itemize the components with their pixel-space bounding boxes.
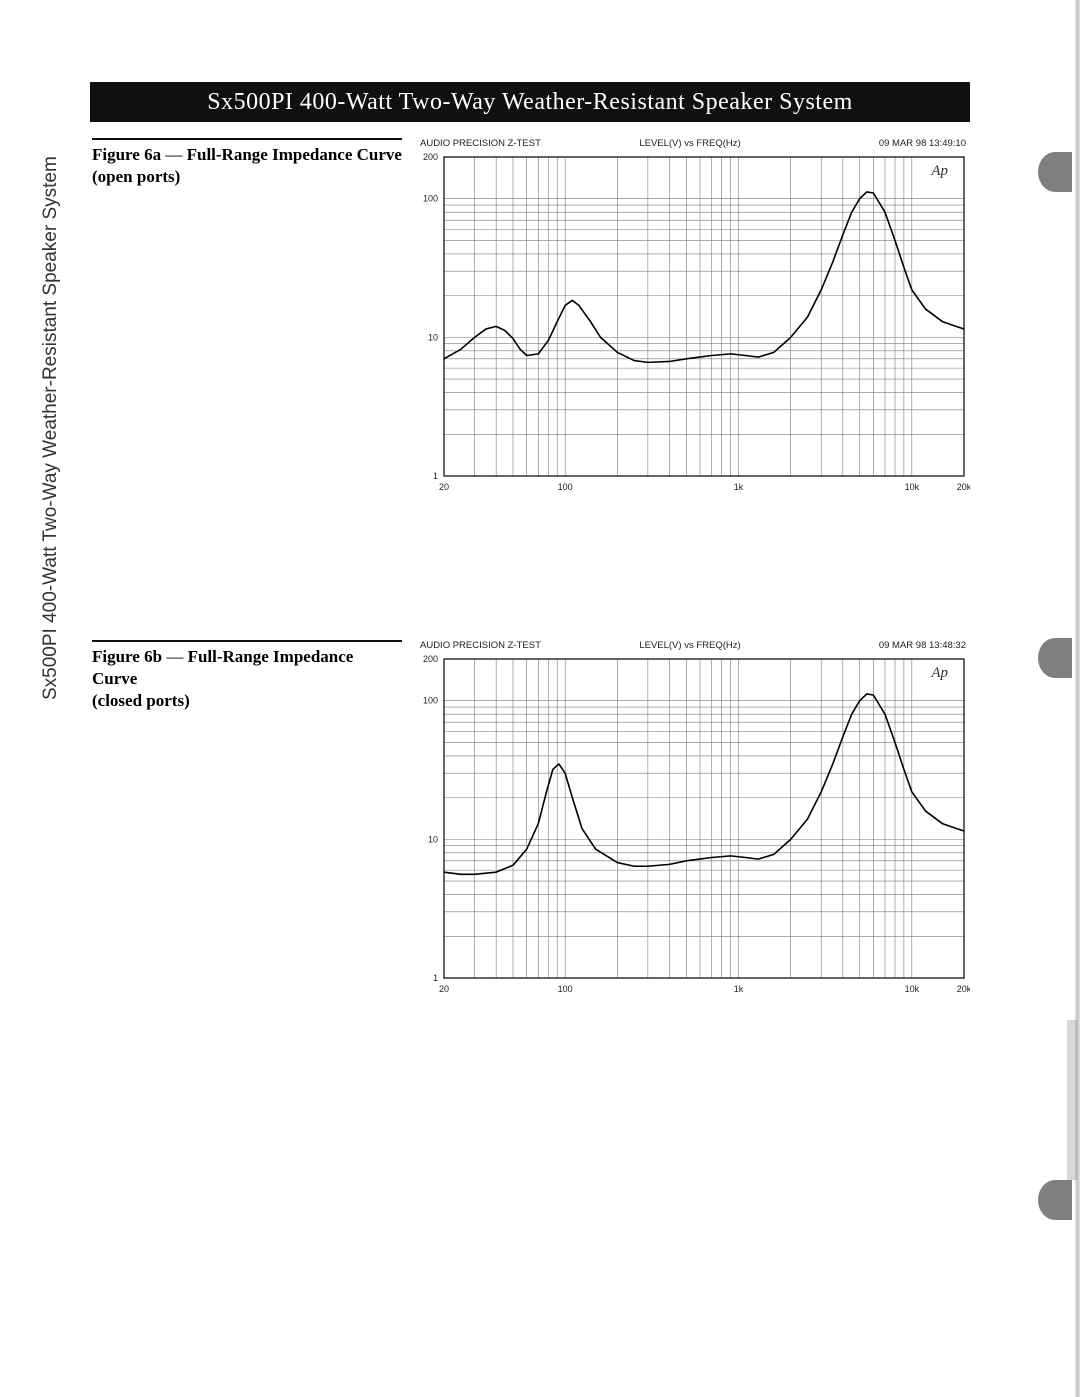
punch-hole-icon — [1038, 638, 1072, 678]
svg-text:20: 20 — [439, 984, 449, 994]
chart-6a-svg: Ap 20 100 1k 10k 20k 1 10 100 200 — [410, 151, 970, 496]
figure-6a-subtitle: (open ports) — [92, 167, 180, 186]
chart-6a-header: AUDIO PRECISION Z-TEST LEVEL(V) vs FREQ(… — [410, 138, 970, 149]
svg-text:20k: 20k — [957, 482, 970, 492]
svg-text:20: 20 — [439, 482, 449, 492]
chart-6b-header: AUDIO PRECISION Z-TEST LEVEL(V) vs FREQ(… — [410, 640, 970, 651]
punch-hole-icon — [1038, 152, 1072, 192]
figure-6b-caption-block: Figure 6b — Full-Range Impedance Curve (… — [92, 640, 402, 712]
chart-6b: AUDIO PRECISION Z-TEST LEVEL(V) vs FREQ(… — [410, 640, 970, 998]
scan-noise — [1067, 1020, 1077, 1180]
svg-text:100: 100 — [423, 696, 438, 706]
page-title-band: Sx500PI 400-Watt Two-Way Weather-Resista… — [90, 82, 970, 122]
svg-text:1k: 1k — [734, 984, 744, 994]
chart-6b-header-mid: LEVEL(V) vs FREQ(Hz) — [639, 640, 740, 651]
svg-text:10: 10 — [428, 332, 438, 342]
svg-text:Ap: Ap — [930, 163, 948, 179]
svg-text:10k: 10k — [905, 984, 920, 994]
figure-6b-dash: — — [162, 647, 188, 666]
scan-edge — [1074, 0, 1080, 1397]
figure-6a-dash: — — [161, 145, 187, 164]
chart-6a-timestamp: 09 MAR 98 13:49:10 — [879, 138, 966, 149]
svg-text:10k: 10k — [905, 482, 920, 492]
page-title: Sx500PI 400-Watt Two-Way Weather-Resista… — [207, 89, 853, 115]
figure-6a-label: Figure 6a — [92, 145, 161, 164]
punch-hole-icon — [1038, 1180, 1072, 1220]
side-running-title: Sx500PI 400-Watt Two-Way Weather-Resista… — [40, 156, 62, 700]
figure-6a-title: Full-Range Impedance Curve — [187, 145, 402, 164]
chart-6a-header-mid: LEVEL(V) vs FREQ(Hz) — [639, 138, 740, 149]
chart-6a: AUDIO PRECISION Z-TEST LEVEL(V) vs FREQ(… — [410, 138, 970, 496]
svg-text:100: 100 — [558, 984, 573, 994]
svg-text:1k: 1k — [734, 482, 744, 492]
chart-6b-timestamp: 09 MAR 98 13:48:32 — [879, 640, 966, 651]
svg-text:20k: 20k — [957, 984, 970, 994]
svg-text:1: 1 — [433, 471, 438, 481]
svg-text:100: 100 — [558, 482, 573, 492]
figure-6a-caption: Figure 6a — Full-Range Impedance Curve (… — [92, 138, 402, 188]
svg-text:200: 200 — [423, 152, 438, 162]
chart-6b-svg: Ap 20 100 1k 10k 20k 1 10 100 200 — [410, 653, 970, 998]
svg-text:1: 1 — [433, 973, 438, 983]
svg-text:100: 100 — [423, 194, 438, 204]
page: Sx500PI 400-Watt Two-Way Weather-Resista… — [0, 0, 1080, 1397]
chart-6b-header-left: AUDIO PRECISION Z-TEST — [420, 640, 541, 651]
svg-text:10: 10 — [428, 834, 438, 844]
figure-6b-label: Figure 6b — [92, 647, 162, 666]
svg-text:Ap: Ap — [930, 665, 948, 681]
chart-6a-header-left: AUDIO PRECISION Z-TEST — [420, 138, 541, 149]
figure-6b-subtitle: (closed ports) — [92, 691, 190, 710]
svg-text:200: 200 — [423, 654, 438, 664]
figure-6a-caption-block: Figure 6a — Full-Range Impedance Curve (… — [92, 138, 402, 188]
figure-6b-caption: Figure 6b — Full-Range Impedance Curve (… — [92, 640, 402, 712]
